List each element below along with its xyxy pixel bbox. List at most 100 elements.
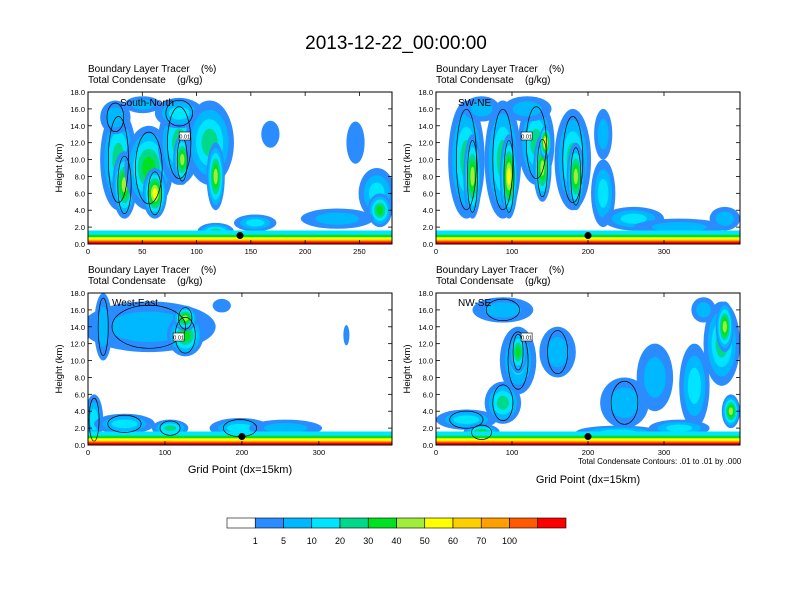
x-tick-label: 0: [434, 247, 438, 256]
field-cell: [512, 101, 542, 117]
colorbar-swatch: [226, 517, 256, 529]
y-tick-label: 8.0: [75, 373, 85, 382]
condensate-contour: [107, 414, 142, 433]
contour-note: Total Condensate Contours: .01 to .01 by…: [578, 457, 742, 466]
y-tick-label: 18.0: [70, 88, 85, 97]
y-tick-label: 0.0: [423, 441, 433, 450]
colorbar-swatch: [339, 517, 369, 529]
location-marker: [584, 433, 592, 441]
field-cell: [484, 302, 522, 318]
y-axis-label: Height (km): [54, 143, 65, 192]
condensate-contour: [167, 106, 192, 179]
y-axis-label: Height (km): [54, 344, 65, 393]
x-tick-label: 100: [506, 247, 519, 256]
x-tick-label: 250: [353, 247, 366, 256]
field-cell: [212, 298, 231, 313]
y-tick-label: 14.0: [70, 323, 85, 332]
condensate-contour: [106, 102, 125, 133]
field-cell: [470, 166, 475, 187]
panel-title-west-east: Boundary Layer Tracer (%) Total Condensa…: [88, 265, 216, 287]
x-tick-label: 150: [245, 247, 258, 256]
y-tick-label: 4.0: [423, 206, 433, 215]
contour-value-label: 0.01: [178, 131, 191, 141]
plot-frame: [87, 91, 393, 245]
colorbar-swatch: [254, 517, 284, 529]
field-cell: [182, 315, 189, 322]
y-axis-label: Height (km): [402, 143, 413, 192]
location-marker: [584, 232, 592, 240]
condensate-contour: [537, 138, 548, 198]
y-tick-label: 12.0: [70, 340, 85, 349]
condensate-contour: [547, 330, 568, 374]
field-cell: [715, 211, 734, 226]
y-tick-label: 18.0: [418, 88, 433, 97]
y-tick-label: 2.0: [75, 223, 85, 232]
condensate-contour: [108, 116, 129, 203]
y-tick-label: 16.0: [70, 105, 85, 114]
field-cell: [728, 407, 733, 416]
condensate-contour: [485, 298, 520, 322]
condensate-contour: [562, 116, 584, 203]
colorbar-label: 30: [363, 536, 373, 546]
condensate-contour: [111, 304, 186, 349]
y-tick-label: 16.0: [418, 306, 433, 315]
x-tick-label: 200: [582, 247, 595, 256]
condensate-contour: [117, 155, 132, 214]
condensate-contour: [525, 106, 547, 179]
y-tick-label: 4.0: [75, 407, 85, 416]
location-marker: [236, 232, 244, 240]
colorbar-swatch: [509, 517, 539, 529]
condensate-contour: [503, 140, 515, 213]
field-cell: [111, 419, 138, 429]
field-cell: [540, 160, 545, 176]
x-tick-label: 300: [658, 247, 671, 256]
y-tick-label: 2.0: [423, 424, 433, 433]
y-tick-label: 12.0: [70, 139, 85, 148]
condensate-contour: [88, 397, 100, 442]
field-cell: [515, 346, 521, 358]
field-cell: [131, 99, 154, 110]
heatmap-field: [88, 96, 392, 244]
colorbar-swatch: [367, 517, 397, 529]
colorbar-swatch: [424, 517, 454, 529]
condensate-contour: [492, 384, 514, 422]
y-tick-label: 16.0: [70, 306, 85, 315]
y-tick-label: 10.0: [418, 156, 433, 165]
field-cell: [213, 168, 218, 185]
y-tick-label: 16.0: [418, 105, 433, 114]
x-tick-label: 0: [86, 247, 90, 256]
field-cell: [609, 387, 640, 418]
condensate-contour: [147, 171, 162, 216]
y-tick-label: 6.0: [423, 189, 433, 198]
field-cell: [315, 212, 360, 225]
colorbar-label: 20: [335, 536, 345, 546]
panel-title-nw-se: Boundary Layer Tracer (%) Total Condensa…: [436, 265, 564, 287]
section-label: South-North: [120, 98, 174, 109]
colorbar-label: 1: [253, 536, 258, 546]
condensate-contour: [507, 331, 529, 390]
field-cell: [226, 423, 254, 433]
field-cell: [261, 120, 280, 148]
condensate-contour: [492, 108, 514, 211]
x-tick-label: 100: [159, 448, 172, 457]
colorbar-swatch: [537, 517, 567, 529]
colorbar: 1 5 10 20 30 40 50 60 70 100: [226, 517, 567, 546]
section-label: West-East: [112, 298, 158, 309]
contour-value-label: 0.01: [172, 332, 185, 342]
x-tick-label: 100: [506, 448, 519, 457]
panel-title-sw-ne: Boundary Layer Tracer (%) Total Condensa…: [436, 64, 564, 86]
panel-sw-ne: 0.0 2.0 4.0 6.0 8.0 10.0 12.0 14.0 16.0 18.0 0 100 2…: [402, 88, 741, 256]
x-axis-label-nw-se: Grid Point (dx=15km): [535, 474, 641, 486]
panel-nw-se: 0.0 2.0 4.0 6.0 8.0 10.0 12.0 14.0 16.0 18.0 0 100 2…: [402, 289, 741, 457]
plot-frame: [87, 292, 393, 446]
condensate-contour: [512, 333, 524, 371]
panel-title-line1: Boundary Layer Tracer (%): [436, 64, 565, 75]
field-cell: [620, 213, 647, 224]
colorbar-label: 10: [307, 536, 317, 546]
field-cell: [597, 178, 609, 208]
x-tick-label: 200: [299, 247, 312, 256]
colorbar-label: 5: [281, 536, 286, 546]
y-tick-label: 0.0: [75, 441, 85, 450]
